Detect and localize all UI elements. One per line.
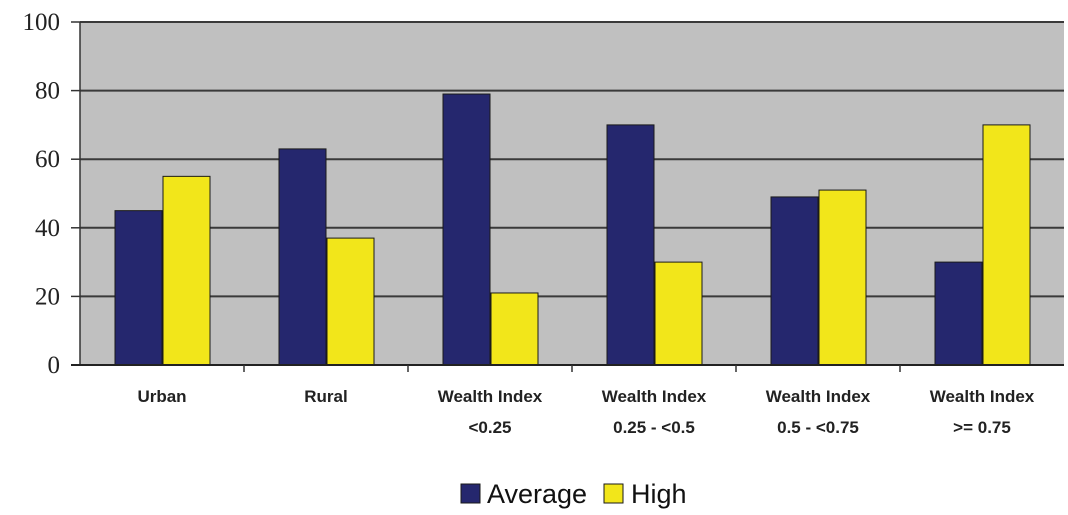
bar-average-3: [606, 124, 655, 366]
bar-high-5: [982, 124, 1031, 366]
bar-average-2: [442, 93, 491, 366]
bar-high-2: [490, 292, 539, 366]
bar-average-1: [278, 148, 327, 366]
y-tick-label: 80: [35, 78, 60, 105]
category-label: Urban: [137, 387, 186, 406]
y-tick-label: 20: [35, 283, 60, 310]
bar-high-3: [654, 261, 703, 366]
legend-swatch-average: [460, 483, 481, 504]
category-label: >= 0.75: [953, 418, 1011, 437]
bar-high-4: [818, 189, 867, 366]
grid-lines: [71, 21, 1064, 366]
bar-average-0: [114, 210, 163, 366]
y-tick-label: 0: [48, 352, 61, 379]
bar-high-0: [162, 175, 211, 366]
bar-average-4: [770, 196, 819, 366]
category-label: 0.5 - <0.75: [777, 418, 859, 437]
y-tick-label: 60: [35, 146, 60, 173]
bars: [114, 93, 1031, 366]
legend: Average High: [460, 479, 687, 509]
category-labels: Urban Rural Wealth Index <0.25 Wealth Index 0…: [137, 387, 1034, 437]
category-label: 0.25 - <0.5: [613, 418, 695, 437]
category-label: Rural: [304, 387, 347, 406]
legend-label-average: Average: [487, 479, 587, 509]
bar-high-1: [326, 237, 375, 366]
legend-label-high: High: [631, 479, 687, 509]
category-label: Wealth Index: [766, 387, 871, 406]
bar-average-5: [934, 261, 983, 366]
y-tick-label: 40: [35, 215, 60, 242]
category-label: Wealth Index: [602, 387, 707, 406]
category-label: <0.25: [468, 418, 511, 437]
plot-area: [80, 22, 1064, 365]
axes: [71, 22, 1064, 372]
category-label: Wealth Index: [438, 387, 543, 406]
legend-swatch-high: [603, 483, 624, 504]
category-label: Wealth Index: [930, 387, 1035, 406]
y-tick-label: 100: [23, 9, 61, 36]
y-tick-labels: 0 20 40 60 80 100: [23, 9, 61, 379]
